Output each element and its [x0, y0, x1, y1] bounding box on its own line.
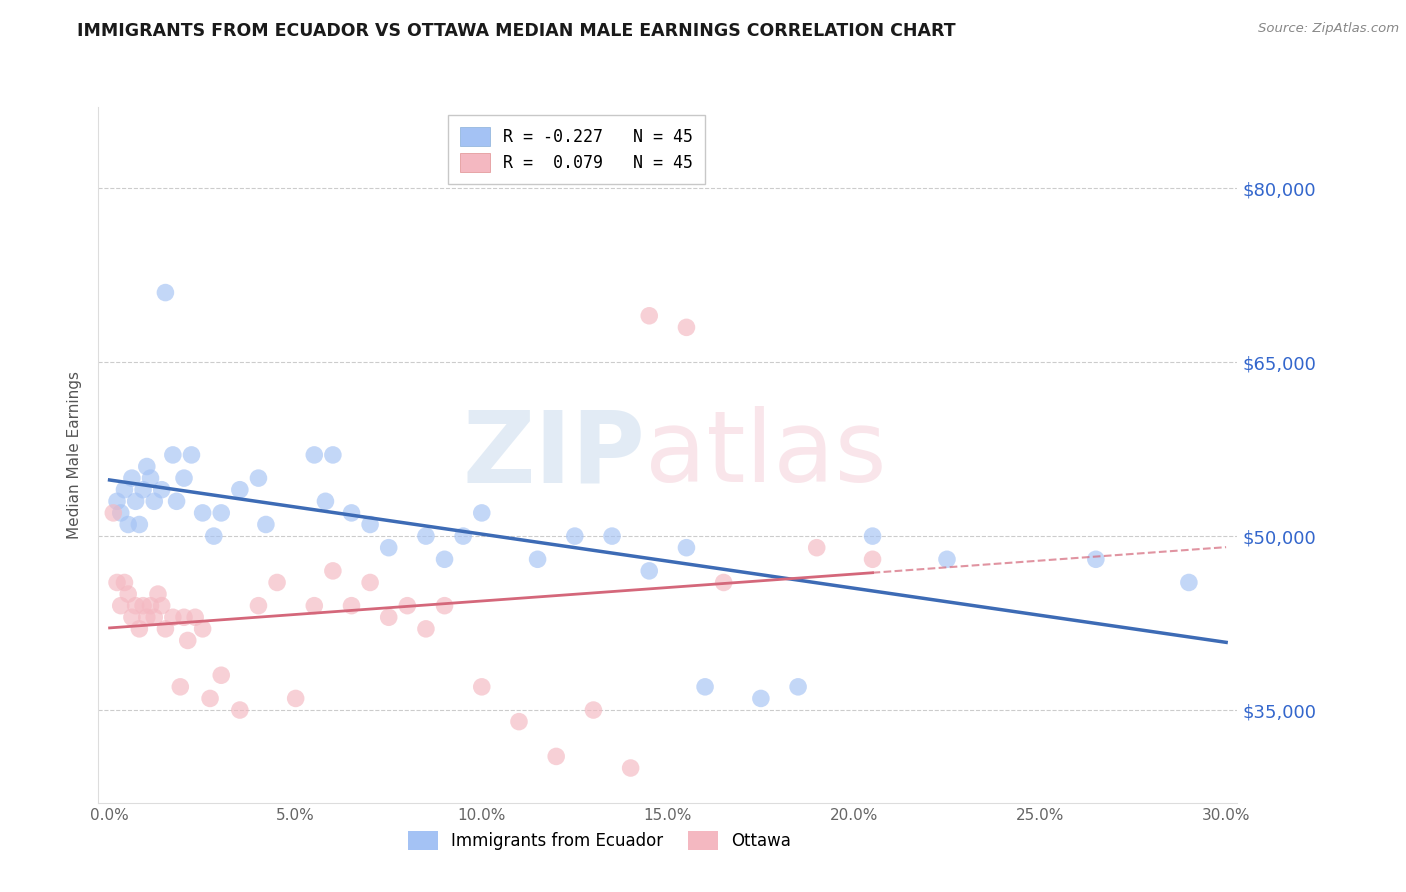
- Point: [121, 471, 143, 485]
- Point: [1084, 552, 1107, 566]
- Point: [155, 622, 177, 636]
- Point: [284, 691, 307, 706]
- Point: [117, 587, 139, 601]
- Point: [359, 517, 381, 532]
- Point: [254, 517, 277, 532]
- Point: [135, 459, 157, 474]
- Point: [229, 483, 252, 497]
- Point: [787, 680, 810, 694]
- Point: [135, 610, 157, 624]
- Point: [340, 599, 363, 613]
- Point: [433, 599, 456, 613]
- Point: [139, 599, 162, 613]
- Point: [377, 610, 399, 624]
- Point: [105, 494, 128, 508]
- Point: [155, 285, 177, 300]
- Point: [198, 691, 221, 706]
- Text: ZIP: ZIP: [463, 407, 645, 503]
- Point: [124, 599, 146, 613]
- Point: [471, 680, 494, 694]
- Point: [564, 529, 586, 543]
- Text: Source: ZipAtlas.com: Source: ZipAtlas.com: [1258, 22, 1399, 36]
- Point: [396, 599, 419, 613]
- Point: [415, 622, 437, 636]
- Legend: Immigrants from Ecuador, Ottawa: Immigrants from Ecuador, Ottawa: [401, 824, 799, 857]
- Point: [121, 610, 143, 624]
- Point: [229, 703, 252, 717]
- Point: [209, 506, 232, 520]
- Point: [377, 541, 399, 555]
- Point: [169, 680, 191, 694]
- Point: [693, 680, 716, 694]
- Point: [162, 448, 184, 462]
- Point: [103, 506, 125, 520]
- Point: [582, 703, 605, 717]
- Point: [114, 483, 136, 497]
- Point: [143, 494, 166, 508]
- Point: [173, 610, 195, 624]
- Point: [862, 552, 884, 566]
- Point: [105, 575, 128, 590]
- Point: [128, 517, 150, 532]
- Point: [1178, 575, 1201, 590]
- Text: atlas: atlas: [645, 407, 887, 503]
- Point: [675, 541, 697, 555]
- Point: [139, 471, 162, 485]
- Point: [266, 575, 288, 590]
- Point: [143, 610, 166, 624]
- Point: [749, 691, 772, 706]
- Point: [117, 517, 139, 532]
- Point: [415, 529, 437, 543]
- Point: [247, 599, 270, 613]
- Point: [322, 448, 344, 462]
- Point: [936, 552, 959, 566]
- Point: [713, 575, 735, 590]
- Point: [209, 668, 232, 682]
- Point: [110, 599, 132, 613]
- Point: [124, 494, 146, 508]
- Point: [110, 506, 132, 520]
- Point: [862, 529, 884, 543]
- Point: [451, 529, 474, 543]
- Point: [675, 320, 697, 334]
- Point: [314, 494, 336, 508]
- Point: [177, 633, 200, 648]
- Point: [114, 575, 136, 590]
- Point: [173, 471, 195, 485]
- Text: IMMIGRANTS FROM ECUADOR VS OTTAWA MEDIAN MALE EARNINGS CORRELATION CHART: IMMIGRANTS FROM ECUADOR VS OTTAWA MEDIAN…: [77, 22, 956, 40]
- Point: [202, 529, 225, 543]
- Point: [359, 575, 381, 590]
- Point: [471, 506, 494, 520]
- Point: [322, 564, 344, 578]
- Point: [128, 622, 150, 636]
- Point: [191, 506, 214, 520]
- Point: [304, 599, 326, 613]
- Y-axis label: Median Male Earnings: Median Male Earnings: [67, 371, 83, 539]
- Point: [184, 610, 207, 624]
- Point: [620, 761, 643, 775]
- Point: [508, 714, 530, 729]
- Point: [638, 564, 661, 578]
- Point: [304, 448, 326, 462]
- Point: [600, 529, 623, 543]
- Point: [162, 610, 184, 624]
- Point: [546, 749, 568, 764]
- Point: [166, 494, 188, 508]
- Point: [191, 622, 214, 636]
- Point: [132, 483, 155, 497]
- Point: [638, 309, 661, 323]
- Point: [526, 552, 548, 566]
- Point: [150, 599, 173, 613]
- Point: [806, 541, 828, 555]
- Point: [146, 587, 169, 601]
- Point: [433, 552, 456, 566]
- Point: [340, 506, 363, 520]
- Point: [150, 483, 173, 497]
- Point: [180, 448, 202, 462]
- Point: [132, 599, 155, 613]
- Point: [247, 471, 270, 485]
